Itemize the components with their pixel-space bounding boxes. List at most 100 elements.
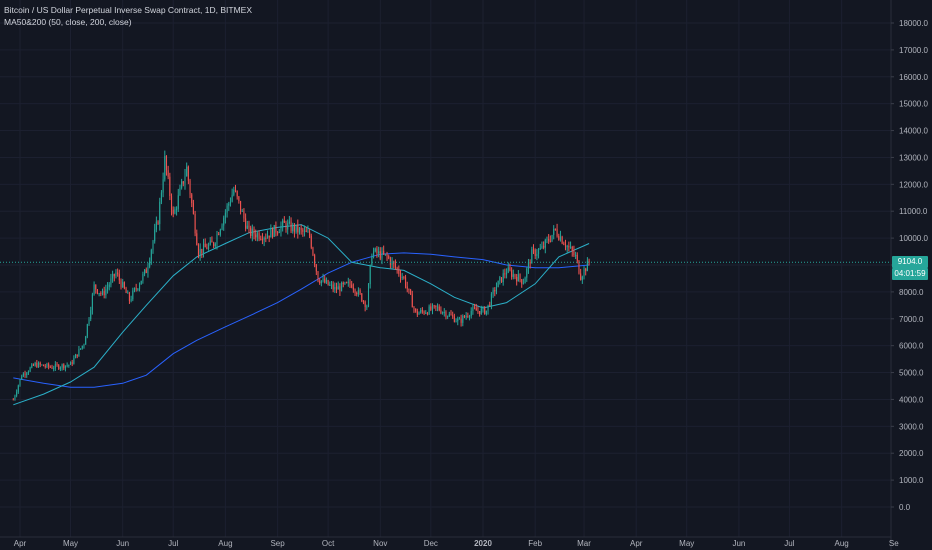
candle [170, 193, 173, 216]
candle-body [181, 181, 183, 188]
candle-body [69, 362, 72, 365]
x-tick-label: Mar [577, 539, 591, 548]
candle [420, 307, 422, 314]
y-tick-label: 18000.0 [899, 19, 928, 28]
candle [319, 278, 321, 285]
candle-body [58, 365, 60, 369]
candle [137, 288, 139, 292]
candle [14, 394, 16, 401]
y-tick-label: 14000.0 [899, 127, 928, 136]
candle-body [379, 251, 381, 259]
candle-body [341, 282, 343, 292]
candle-body [103, 291, 105, 296]
candle-body [516, 277, 518, 282]
y-tick-label: 6000.0 [899, 342, 924, 351]
y-tick-label: 3000.0 [899, 422, 924, 431]
candle [105, 284, 107, 299]
candle-body [561, 236, 563, 244]
y-tick-label: 5000.0 [899, 369, 924, 378]
candle-body [48, 363, 50, 367]
candle-body [51, 367, 53, 369]
candle-body [416, 311, 418, 315]
x-tick-label: Nov [373, 539, 387, 548]
candle-body [142, 274, 144, 281]
candle-body [95, 284, 97, 290]
candle-body [334, 287, 336, 290]
candle [440, 306, 442, 315]
candle [21, 374, 23, 380]
candle-body [583, 268, 585, 277]
candle-body [91, 294, 93, 311]
candle-body [59, 367, 61, 369]
candle-body [556, 229, 558, 236]
candle-body [162, 179, 164, 193]
y-tick-label: 0.0 [899, 503, 911, 512]
candle-body [187, 166, 189, 181]
candle-body [384, 253, 386, 255]
candle-body [196, 233, 198, 245]
candle [187, 165, 189, 185]
candle-body [571, 247, 573, 252]
candle [236, 190, 238, 200]
candle [44, 363, 46, 369]
candle [472, 303, 474, 315]
candle-body [206, 247, 208, 250]
candle-body [445, 312, 447, 318]
candle-body [37, 362, 40, 368]
candle-body [480, 308, 482, 315]
candle [465, 312, 467, 320]
candle [588, 258, 590, 266]
candle [349, 279, 351, 289]
candle-body [44, 366, 46, 368]
candle-body [389, 258, 391, 265]
candle-body [149, 260, 151, 267]
candle [165, 155, 168, 176]
price-axis[interactable]: 0.0 1000.0 2000.0 3000.0 4000.0 5000.0 6000.0 7… [891, 19, 928, 512]
candle [362, 300, 365, 305]
y-tick-label: 13000.0 [899, 153, 928, 162]
candle [507, 262, 509, 274]
candle-body [122, 282, 124, 288]
candle-body [568, 246, 570, 248]
candle [361, 292, 363, 303]
candle [233, 186, 235, 197]
candle [332, 281, 334, 293]
candle-body [347, 281, 349, 283]
candle-body [76, 354, 78, 357]
candle-body [514, 274, 516, 278]
candle [500, 277, 503, 283]
candle-body [21, 376, 23, 380]
candle-body [468, 316, 471, 318]
candle-body [283, 220, 285, 223]
candle-body [335, 287, 338, 290]
candle [467, 312, 469, 319]
candle-body [112, 273, 114, 279]
candle-body [105, 289, 107, 296]
candle [34, 361, 36, 367]
bar-countdown-tag: 04:01:59 [892, 268, 928, 281]
candle [423, 310, 425, 316]
candle-body [406, 286, 408, 289]
candle-body [204, 243, 206, 248]
candle [191, 192, 193, 208]
candle-body [396, 267, 398, 270]
candle-body [117, 272, 119, 275]
candle-body [221, 225, 223, 230]
x-tick-label: May [679, 539, 694, 548]
candle [270, 224, 272, 238]
indicator-label[interactable]: MA50&200 (50, close, 200, close) [4, 17, 132, 27]
candle-body [376, 248, 378, 254]
candle [554, 228, 556, 231]
candle [64, 365, 67, 372]
candle [347, 277, 349, 287]
time-axis[interactable]: Apr May Jun Jul Aug Sep Oct Nov Dec 2020 Feb Mar Apr… [0, 536, 899, 548]
candle [357, 287, 359, 297]
candle [164, 150, 166, 182]
candle-body [66, 365, 68, 367]
candle [216, 230, 218, 250]
candle-body [532, 249, 535, 251]
candle-body [118, 274, 120, 281]
candle-body [364, 301, 366, 307]
candle [342, 281, 344, 288]
